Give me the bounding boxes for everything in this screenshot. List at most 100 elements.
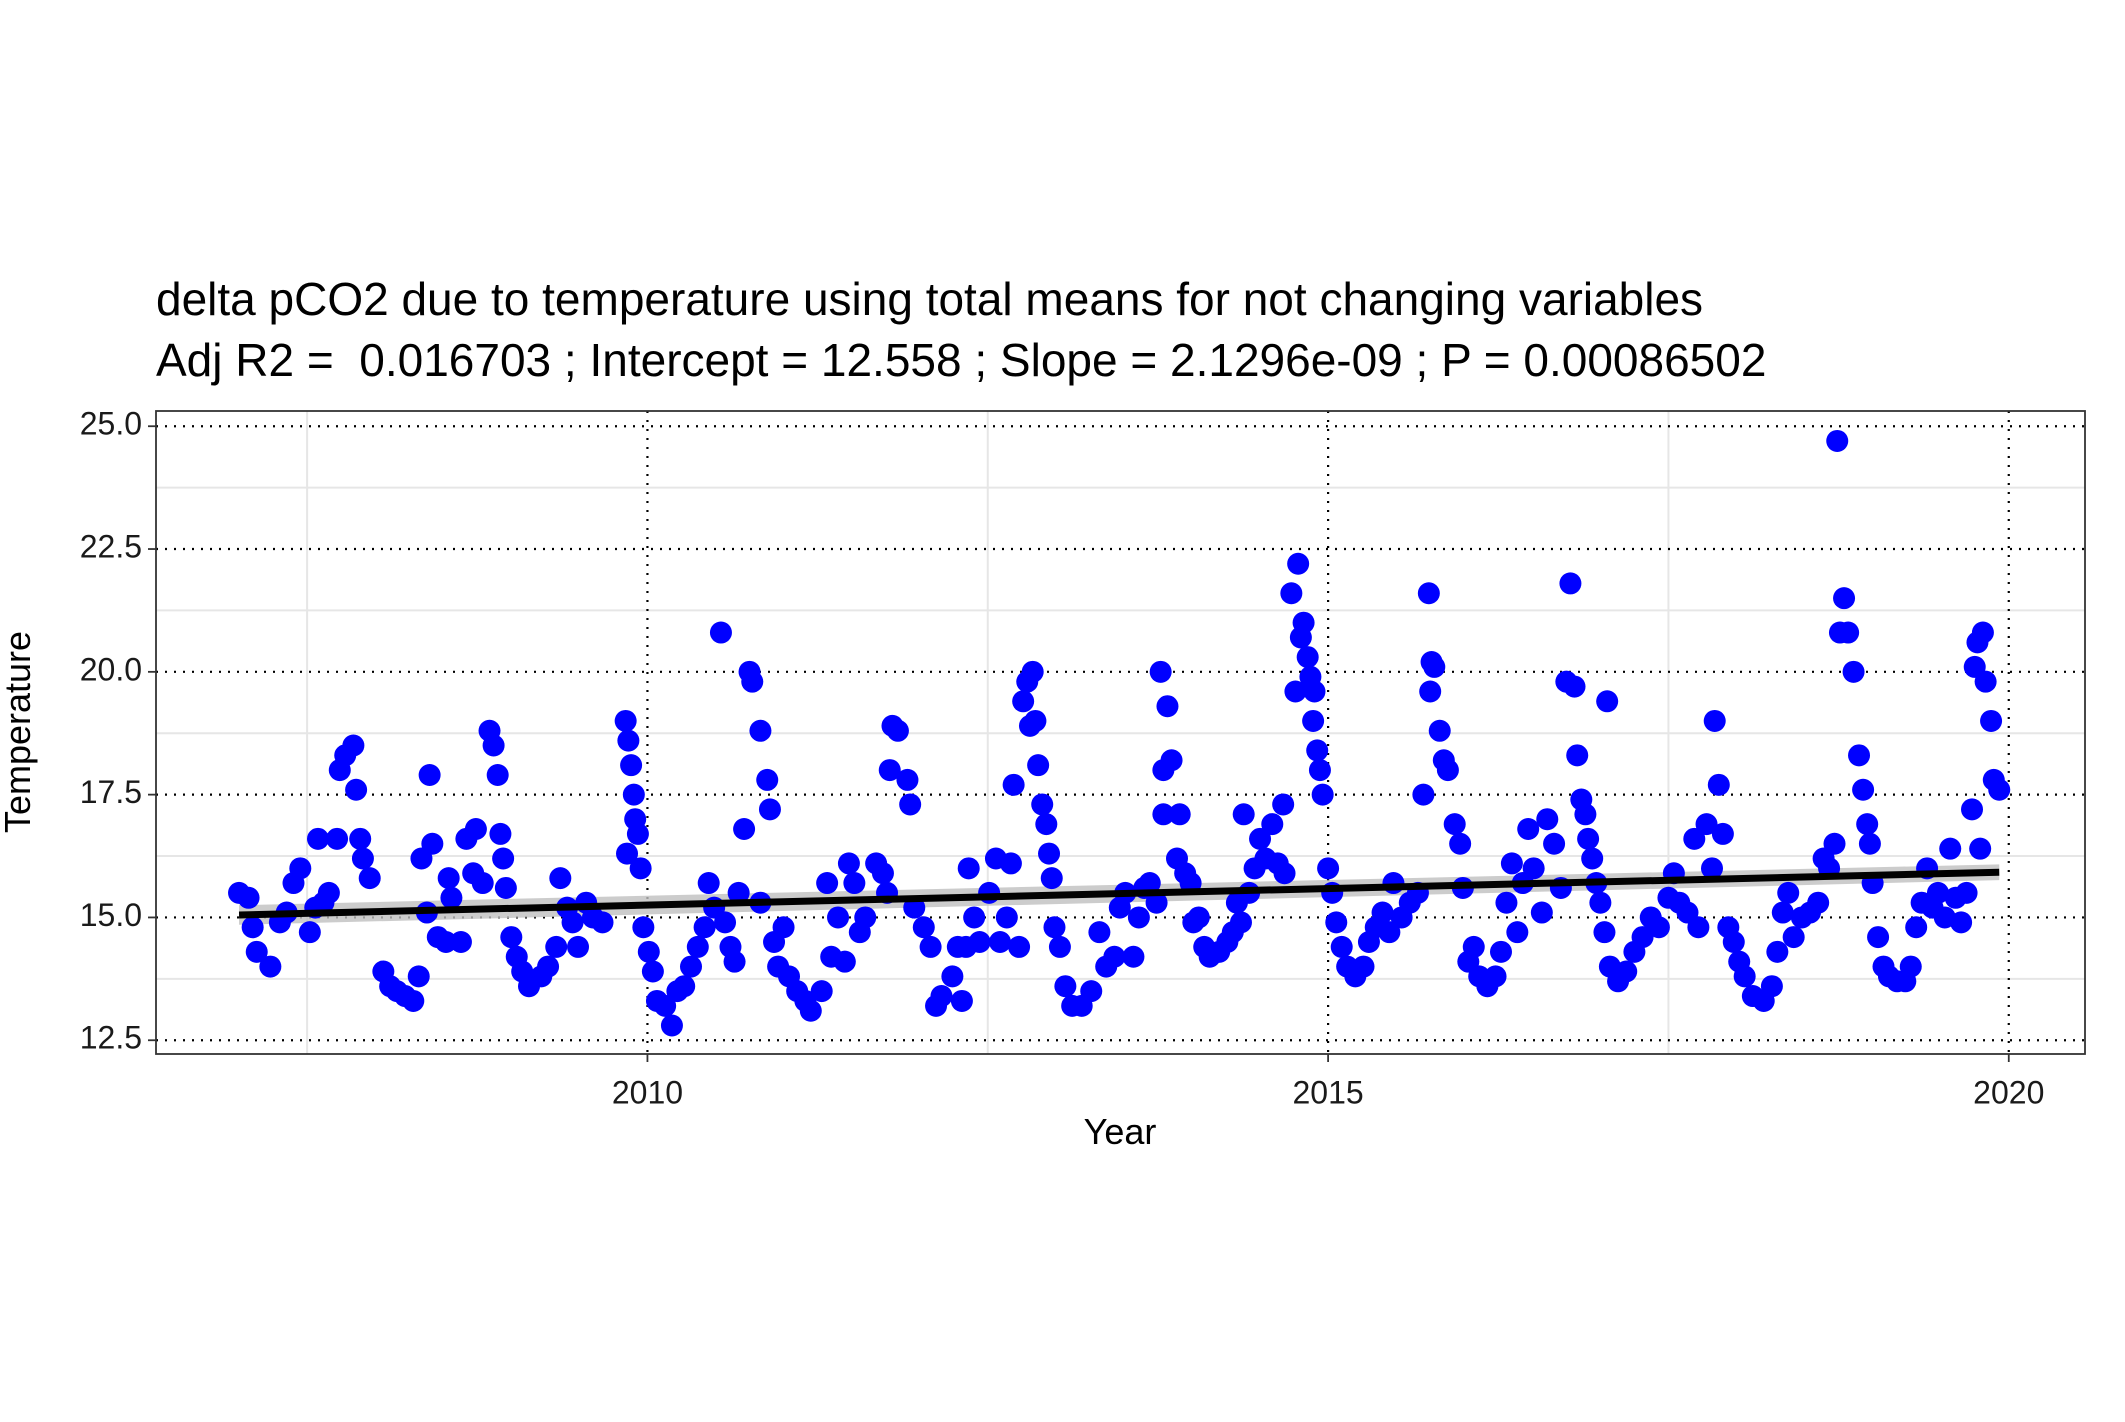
point xyxy=(686,935,709,958)
point xyxy=(237,886,260,909)
point xyxy=(1988,778,2011,801)
point xyxy=(1103,945,1126,968)
point xyxy=(1899,955,1922,978)
point xyxy=(899,793,922,816)
point xyxy=(1303,680,1326,703)
point xyxy=(1833,587,1856,610)
point xyxy=(342,734,365,757)
point xyxy=(1443,813,1466,836)
point xyxy=(349,827,372,850)
point xyxy=(963,906,986,929)
point xyxy=(1412,783,1435,806)
point xyxy=(317,881,340,904)
point xyxy=(440,886,463,909)
point xyxy=(978,881,1001,904)
point xyxy=(298,921,321,944)
point xyxy=(1462,935,1485,958)
point xyxy=(1858,832,1881,855)
point xyxy=(1048,935,1071,958)
point xyxy=(1292,611,1315,634)
point xyxy=(641,960,664,983)
point xyxy=(1080,980,1103,1003)
point xyxy=(1311,783,1334,806)
point xyxy=(1261,813,1284,836)
point xyxy=(727,881,750,904)
point xyxy=(241,916,264,939)
point xyxy=(989,931,1012,954)
point xyxy=(617,729,640,752)
point xyxy=(620,754,643,777)
point xyxy=(1848,744,1871,767)
point xyxy=(1428,719,1451,742)
point xyxy=(1371,901,1394,924)
point xyxy=(1306,739,1329,762)
point xyxy=(1272,793,1295,816)
point xyxy=(1088,921,1111,944)
point xyxy=(614,709,637,732)
point xyxy=(1280,582,1303,605)
point xyxy=(1436,759,1459,782)
point xyxy=(345,778,368,801)
point xyxy=(1581,847,1604,870)
x-tick-label: 2020 xyxy=(1973,1074,2044,1110)
chart-subtitle: Adj R2 = 0.016703 ; Intercept = 12.558 ;… xyxy=(156,334,1766,386)
point xyxy=(1021,660,1044,683)
point xyxy=(1423,655,1446,678)
point xyxy=(1152,803,1175,826)
chart-title: delta pCO2 due to temperature using tota… xyxy=(156,273,1703,325)
point xyxy=(654,994,677,1017)
point xyxy=(1168,803,1191,826)
y-tick-label: 20.0 xyxy=(80,651,142,687)
point xyxy=(306,827,329,850)
point xyxy=(1043,916,1066,939)
point xyxy=(1378,921,1401,944)
point xyxy=(1035,813,1058,836)
point xyxy=(494,876,517,899)
point xyxy=(1317,857,1340,880)
x-tick-label: 2010 xyxy=(612,1074,683,1110)
point xyxy=(758,798,781,821)
point xyxy=(919,935,942,958)
point xyxy=(591,911,614,934)
point xyxy=(437,867,460,890)
point xyxy=(1522,857,1545,880)
point xyxy=(492,847,515,870)
y-tick-label: 17.5 xyxy=(80,774,142,810)
point xyxy=(1971,621,1994,644)
point xyxy=(358,867,381,890)
point xyxy=(259,955,282,978)
point xyxy=(482,734,505,757)
point xyxy=(1054,975,1077,998)
point xyxy=(289,857,312,880)
point xyxy=(626,822,649,845)
point xyxy=(464,818,487,841)
point xyxy=(1969,837,1992,860)
point xyxy=(1707,773,1730,796)
point xyxy=(1905,916,1928,939)
point xyxy=(1543,832,1566,855)
point xyxy=(1284,680,1307,703)
point xyxy=(896,768,919,791)
point xyxy=(561,911,584,934)
point xyxy=(1296,646,1319,669)
point xyxy=(1777,881,1800,904)
point xyxy=(741,670,764,693)
point xyxy=(407,965,430,988)
point xyxy=(1856,813,1879,836)
point xyxy=(995,906,1018,929)
point xyxy=(1733,965,1756,988)
point xyxy=(1484,965,1507,988)
point xyxy=(1229,911,1252,934)
point xyxy=(1012,690,1035,713)
y-tick-label: 22.5 xyxy=(80,528,142,564)
point xyxy=(622,783,645,806)
point xyxy=(843,872,866,895)
point xyxy=(1506,921,1529,944)
point xyxy=(1842,660,1865,683)
point xyxy=(1563,675,1586,698)
point xyxy=(912,916,935,939)
point xyxy=(1722,931,1745,954)
point xyxy=(660,1014,683,1037)
point xyxy=(1530,901,1553,924)
point xyxy=(1852,778,1875,801)
